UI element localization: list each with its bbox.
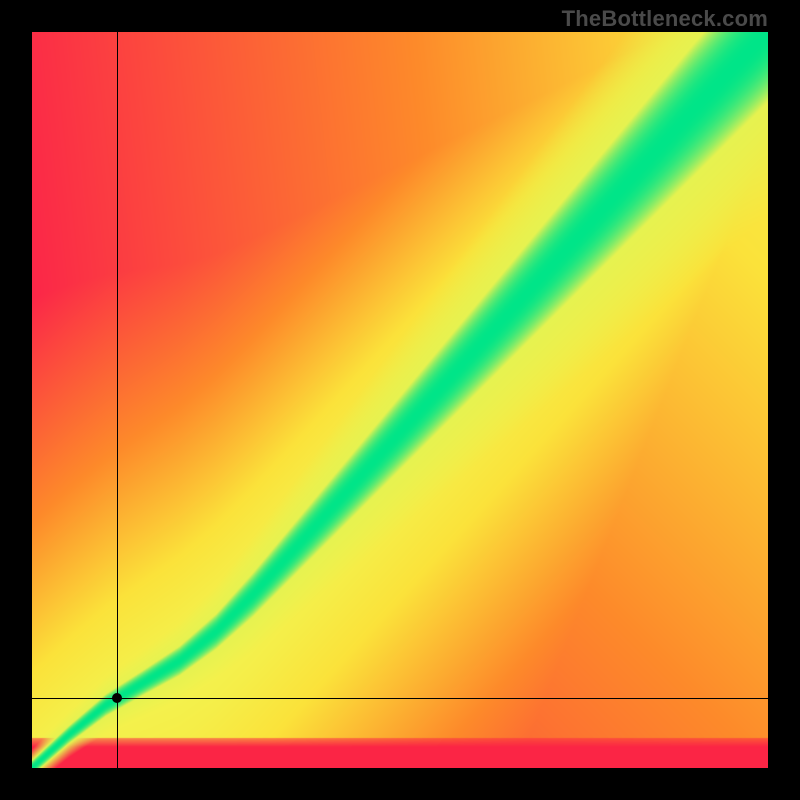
- crosshair-horizontal: [32, 698, 768, 699]
- watermark-text: TheBottleneck.com: [562, 6, 768, 32]
- heatmap-canvas: [32, 32, 768, 768]
- plot-area: [32, 32, 768, 768]
- crosshair-marker: [112, 693, 122, 703]
- crosshair-vertical: [117, 32, 118, 768]
- chart-container: TheBottleneck.com: [0, 0, 800, 800]
